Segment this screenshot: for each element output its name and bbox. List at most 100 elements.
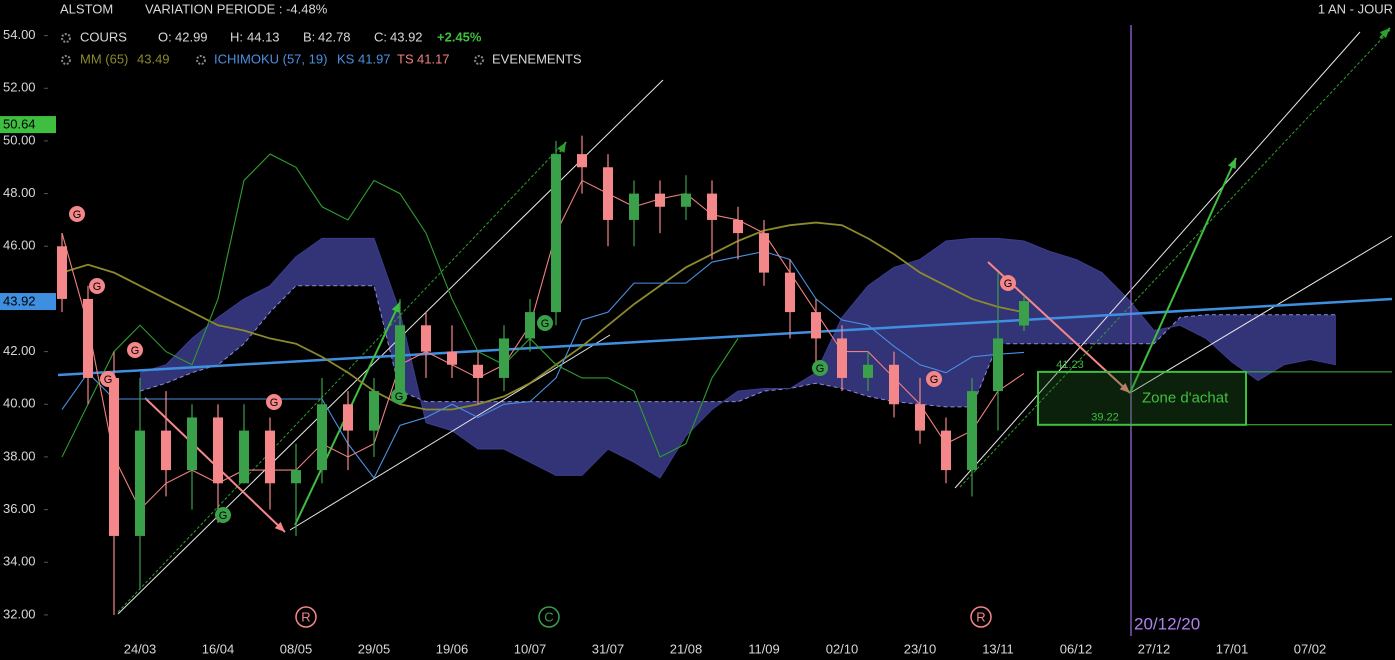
trend-line: [289, 334, 611, 531]
candle-body: [733, 219, 743, 234]
event-label: G: [219, 510, 228, 522]
event-label: G: [93, 281, 102, 293]
x-tick-label: 29/05: [358, 641, 391, 656]
candle-body: [863, 364, 873, 378]
legend-value: 43.49: [137, 51, 170, 66]
candle-body: [759, 233, 769, 273]
legend-name: ICHIMOKU (57, 19): [214, 51, 327, 66]
event-icon[interactable]: [100, 371, 116, 387]
candle-body: [629, 193, 639, 220]
cloud-segment: [192, 317, 218, 373]
event-label: G: [1004, 278, 1013, 290]
cloud-segment: [764, 388, 790, 392]
event-icon[interactable]: [266, 394, 282, 410]
price-label: 50.64: [3, 117, 36, 132]
event-label: G: [395, 391, 404, 403]
gear-icon[interactable]: [196, 55, 206, 65]
cloud-segment: [1180, 314, 1206, 339]
candle-body: [83, 298, 93, 378]
timeline-event[interactable]: [538, 606, 560, 628]
zone-value: 41.23: [1056, 359, 1084, 371]
cloud-segment: [660, 401, 686, 478]
x-tick-label: 13/11: [982, 641, 1014, 656]
arrow-head: [1379, 28, 1390, 39]
candle-body: [889, 364, 899, 405]
timeline-event-label: R: [976, 609, 985, 624]
candle-body: [447, 351, 457, 365]
cloud-segment: [894, 259, 920, 405]
candle-body: [265, 430, 275, 484]
timeline-event[interactable]: [295, 606, 317, 628]
y-tick-label: 42.00: [3, 343, 36, 358]
candle-body: [135, 430, 145, 536]
symbol: ALSTOM: [60, 1, 113, 16]
event-icon[interactable]: [127, 342, 143, 358]
x-tick-label: 11/09: [748, 641, 780, 656]
y-tick-label: 34.00: [3, 554, 36, 569]
legend-name: MM (65): [80, 51, 128, 66]
x-tick-label: 10/07: [514, 641, 547, 656]
cloud-segment: [1128, 298, 1154, 344]
candle-body: [707, 193, 717, 220]
cloud-segment: [868, 267, 894, 402]
candle-body: [109, 377, 119, 536]
cloud-segment: [998, 238, 1024, 344]
cloud-segment: [1258, 314, 1284, 381]
arrow: [1129, 157, 1237, 394]
timeline-event[interactable]: [970, 606, 992, 628]
candle-body: [681, 193, 691, 207]
candle-body: [317, 404, 327, 471]
candle-body: [785, 272, 795, 313]
cloud-segment: [504, 401, 530, 463]
event-icon[interactable]: [1000, 275, 1016, 291]
candle-body: [525, 312, 535, 339]
trend-line: [959, 29, 1391, 488]
plot-layer: Zone d'achat 41.23 39.22 G G G G G G G G G G G R C R: [57, 25, 1393, 636]
event-icon[interactable]: [215, 507, 231, 523]
event-label: G: [816, 363, 825, 375]
event-icon[interactable]: [391, 388, 407, 404]
candle-body: [213, 417, 223, 484]
indicator-line: [61, 250, 1025, 480]
cloud-segment: [140, 364, 166, 392]
legend-value: 44.13: [247, 29, 280, 44]
candle-body: [655, 193, 665, 207]
event-icon[interactable]: [69, 206, 85, 222]
cloud-segment: [166, 338, 192, 384]
legend-label: H:: [230, 29, 243, 44]
event-label: G: [131, 345, 140, 357]
candle-body: [473, 364, 483, 378]
legend-name: EVENEMENTS: [492, 51, 582, 66]
gear-icon[interactable]: [61, 55, 71, 65]
x-tick-label: 08/05: [280, 641, 313, 656]
arrow-head: [1227, 158, 1236, 169]
event-icon[interactable]: [926, 371, 942, 387]
x-tick-label: 17/01: [1216, 641, 1249, 656]
legend-label: B:: [303, 29, 315, 44]
price-label: 43.92: [3, 293, 36, 308]
cloud-segment: [842, 285, 868, 397]
candle-body: [57, 246, 67, 299]
cloud-segment: [1050, 251, 1076, 344]
y-tick-label: 50.00: [3, 132, 36, 147]
timeline-event-label: R: [301, 609, 310, 624]
x-tick-label: 19/06: [436, 641, 469, 656]
price-label-box: [0, 293, 56, 311]
gear-icon[interactable]: [61, 33, 71, 43]
candle-body: [187, 417, 197, 471]
x-tick-label: 27/12: [1138, 641, 1171, 656]
event-icon[interactable]: [537, 315, 553, 331]
cloud-segment: [582, 401, 608, 476]
candle-body: [811, 312, 821, 339]
trend-line: [117, 144, 563, 613]
candle-body: [343, 404, 353, 431]
event-icon[interactable]: [89, 278, 105, 294]
candle-body: [551, 154, 561, 313]
candle-body: [993, 338, 1003, 392]
event-icon[interactable]: [812, 360, 828, 376]
gear-icon[interactable]: [474, 55, 484, 65]
arrow-head: [1119, 382, 1130, 393]
legend-value: 42.99: [175, 29, 208, 44]
cloud-segment: [374, 238, 400, 392]
